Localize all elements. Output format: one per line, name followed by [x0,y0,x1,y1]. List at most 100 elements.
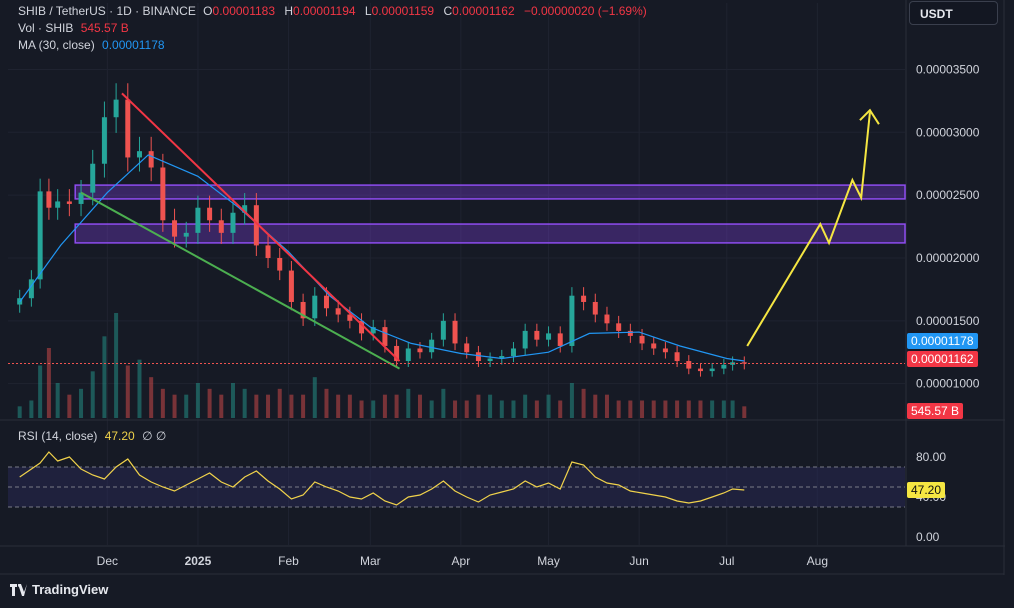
candle-body [300,301,306,319]
volume-bar [464,400,469,418]
candle-body [592,301,598,315]
candle-body [662,348,668,353]
candle-body [487,358,493,362]
volume-bar [172,394,177,418]
candle-body [604,314,610,324]
volume-badge: 545.57 B [907,403,964,419]
volume-bar [266,394,271,418]
candle-body [359,320,365,334]
volume-label[interactable]: Vol · SHIB [18,21,74,35]
volume-value: 545.57 B [80,21,129,35]
volume-bar [534,400,539,418]
candle-body [382,327,388,346]
candle-body [28,279,34,299]
ma-label[interactable]: MA (30, close) [18,38,95,52]
candle-body [230,212,236,233]
candle-body [709,368,715,372]
candle-body [288,270,294,302]
candle-body [46,191,52,208]
time-tick-label: 2025 [185,554,212,568]
time-axis[interactable]: Dec 2025 Feb Mar Apr May Jun Jul Aug [97,554,828,568]
volume-bar [581,388,586,418]
candle-body [370,327,376,334]
candle-body [125,99,131,158]
volume-bar [730,400,735,418]
resistance-zone [74,223,906,244]
volume-bar [17,406,22,418]
volume-bar [429,400,434,418]
rsi-label[interactable]: RSI (14, close) [18,429,98,443]
time-tick-label: Jul [719,554,734,568]
volume-bar [102,336,107,418]
volume-bar [55,383,60,418]
candle-body [207,207,213,221]
volume-bar [546,394,551,418]
candle-body [499,356,505,359]
volume-bar [476,394,481,418]
volume-bar [698,400,703,418]
candle-body [639,335,645,344]
low-label: L [364,4,372,18]
volume-bar [207,388,212,418]
volume-bar [125,365,130,418]
ma-price-badge: 0.00001178 [907,333,978,349]
symbol-label[interactable]: SHIB / TetherUS · 1D · BINANCE [18,4,196,18]
volume-bar [511,400,516,418]
volume-bar [312,377,317,418]
candle-body [113,99,119,118]
volume-bar [651,400,656,418]
trendlines [80,92,401,370]
close-value: 0.00001162 [452,4,515,18]
volume-bar [569,383,574,418]
projection-path [746,112,871,347]
candle-body [136,151,142,158]
projection-arrowhead [859,108,880,125]
candle-body [242,205,248,213]
red-trendline [121,92,401,362]
candle-body [557,333,563,346]
candle-body [101,117,107,164]
resistance-zones [74,184,906,244]
candle-body [686,361,692,369]
volume-bar [219,394,224,418]
time-tick-label: Jun [629,554,648,568]
grid-lines [0,0,1005,575]
candle-body [90,163,96,193]
tradingview-logo[interactable]: TradingView [10,582,108,597]
time-tick-label: Apr [452,554,471,568]
volume-bar [371,400,376,418]
volume-legend: Vol · SHIB 545.57 B [18,21,133,35]
price-axis[interactable]: 0.00003500 0.00003000 0.00002500 0.00002000… [916,62,980,390]
volume-bar [38,365,43,418]
price-tick-label: 0.00003500 [916,62,980,76]
open-value: 0.00001183 [212,4,276,18]
candle-body [510,348,516,357]
volume-bar [324,388,329,418]
currency-button[interactable]: USDT [909,1,998,25]
volume-bar [137,359,142,418]
volume-bar [488,394,493,418]
candle-body [195,207,201,233]
volume-bar [721,400,726,418]
volume-bar [406,388,411,418]
candle-body [277,257,283,271]
candle-body [78,192,84,204]
price-tick-label: 0.00001000 [916,377,980,391]
volume-bar [675,400,680,418]
volume-bar [441,388,446,418]
volume-bar [336,394,341,418]
candle-body [183,232,189,237]
rsi-legend: RSI (14, close) 47.20 ∅ ∅ [18,429,170,443]
candle-body [651,343,657,349]
price-tick-label: 0.00001500 [916,314,980,328]
volume-bar [663,400,668,418]
candle-body [429,339,435,353]
volume-bar [242,388,247,418]
tradingview-icon [10,583,28,596]
green-trendline [80,191,401,370]
rsi-visibility-icons[interactable]: ∅ ∅ [142,429,167,443]
rsi-line [19,451,745,506]
volume-bar [686,400,691,418]
candle-body [405,348,411,362]
